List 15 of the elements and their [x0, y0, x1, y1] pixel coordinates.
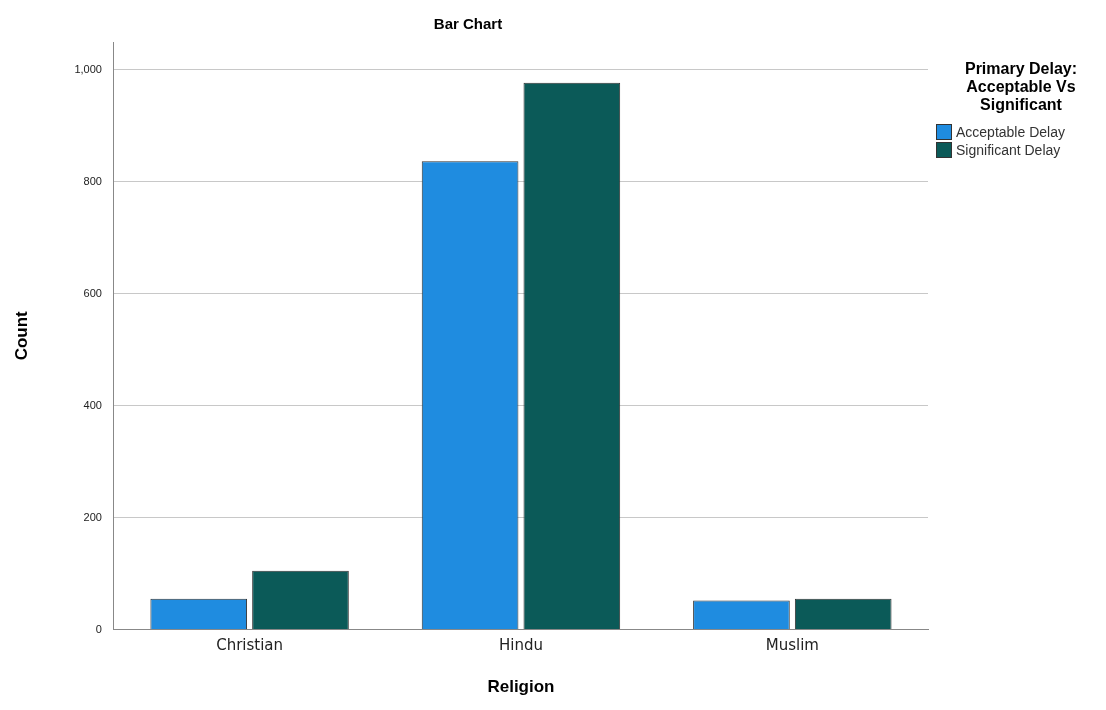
- x-tick-label: Christian: [216, 636, 284, 655]
- legend-label: Significant Delay: [956, 142, 1061, 158]
- y-tick-label: 0: [95, 622, 102, 635]
- y-tick-label: 600: [83, 286, 102, 299]
- y-axis-title: Count: [11, 310, 31, 361]
- x-tick-label: Hindu: [498, 636, 543, 655]
- y-tick-label: 400: [83, 398, 102, 411]
- chart-title: Bar Chart: [433, 15, 503, 33]
- x-axis-title: Religion: [487, 677, 555, 697]
- legend-title: Primary Delay: Acceptable Vs Significant: [963, 60, 1079, 114]
- legend-label: Acceptable Delay: [956, 124, 1065, 140]
- y-tick-label: 200: [83, 510, 102, 523]
- y-tick-label: 1,000: [74, 63, 102, 76]
- x-tick-label: Muslim: [765, 636, 819, 655]
- y-tick-label: 800: [83, 174, 102, 187]
